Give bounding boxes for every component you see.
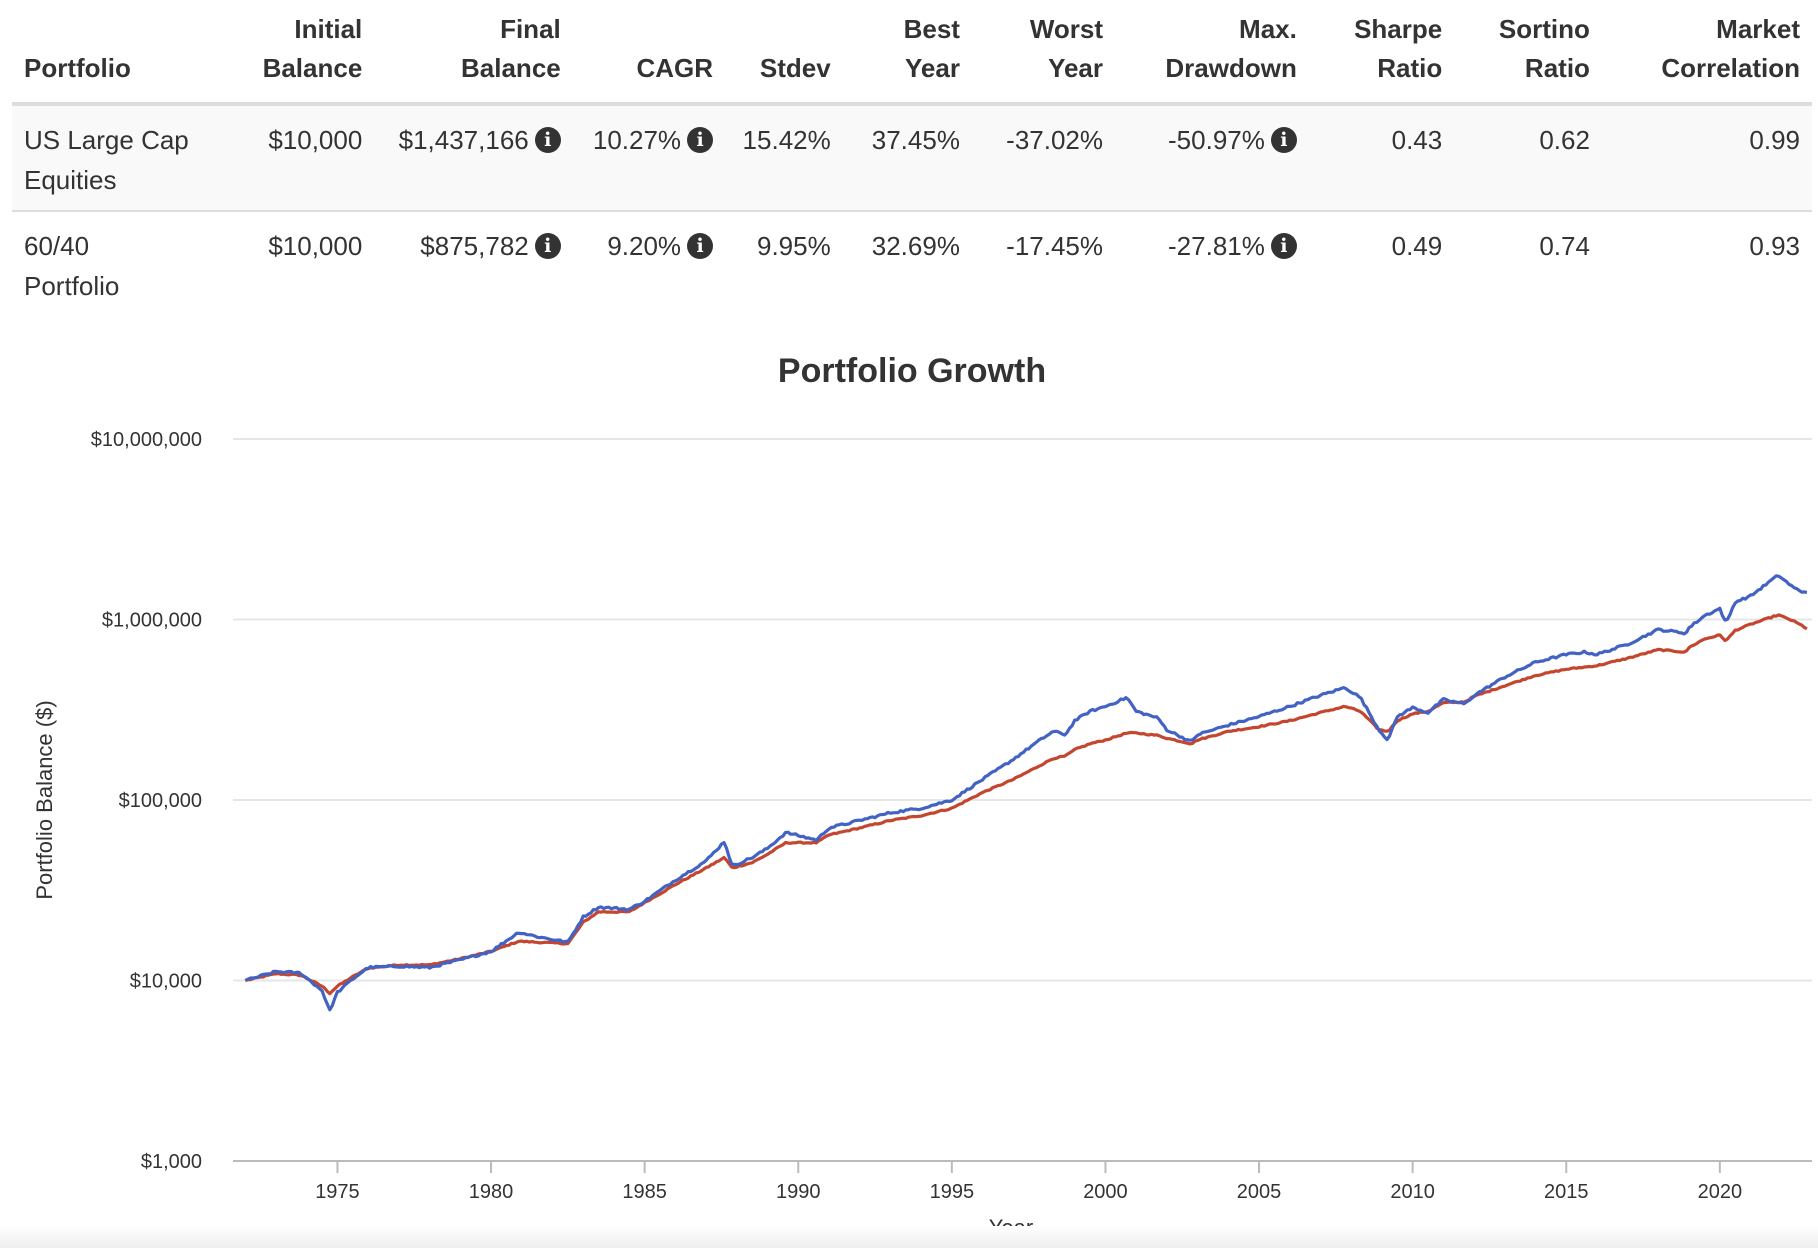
cell-initial-balance: $10,000 xyxy=(217,104,375,212)
info-icon[interactable]: i xyxy=(1270,233,1297,259)
cell-best-year: 37.45% xyxy=(842,104,972,212)
header-cagr: CAGR xyxy=(572,0,726,106)
table-row: US Large Cap Equities $10,000 $1,437,166 i… xyxy=(12,104,1812,212)
x-axis-ticks: 1975 1980 1985 1990 1995 2000 2005 2010 2015 2020 xyxy=(315,1161,1742,1203)
y-tick-label: $10,000 xyxy=(130,971,202,993)
cell-portfolio-name: 60/40 Portfolio xyxy=(24,231,120,301)
y-tick-label: $100,000 xyxy=(119,790,202,812)
grid-lines xyxy=(233,438,1812,1162)
y-tick-label: $10,000,000 xyxy=(91,429,202,451)
table-row: 60/40 Portfolio $10,000 $875,782 i 9.20% i … xyxy=(12,211,1812,316)
chart-title: Portfolio Growth xyxy=(778,352,1046,390)
cell-worst-year: -17.45% xyxy=(1006,231,1104,261)
bottom-edge xyxy=(0,1226,1818,1248)
y-tick-label: $1,000,000 xyxy=(102,610,202,632)
cell-sharpe: 0.49 xyxy=(1391,231,1443,261)
x-tick-label: 2000 xyxy=(1083,1181,1128,1203)
x-tick-label: 2010 xyxy=(1390,1181,1435,1203)
cell-final-balance: $1,437,166 i xyxy=(374,104,573,212)
cell-final-balance: $875,782 i xyxy=(374,211,572,316)
series-line-60-40-portfolio xyxy=(244,613,1808,996)
cell-sortino: 0.62 xyxy=(1454,104,1602,212)
info-icon[interactable]: i xyxy=(1270,127,1297,153)
x-tick-label: 1975 xyxy=(315,1181,360,1203)
y-tick-label: $1,000 xyxy=(141,1151,202,1173)
info-icon[interactable]: i xyxy=(687,127,714,153)
info-icon[interactable]: i xyxy=(534,233,561,259)
table-header-row: Portfolio Initial Balance Final Balance CA… xyxy=(12,0,1812,106)
cell-initial-balance: $10,000 xyxy=(268,231,363,261)
x-tick-label: 1985 xyxy=(622,1181,667,1203)
x-tick-label: 1995 xyxy=(930,1181,975,1203)
header-max-drawdown: Max. Drawdown xyxy=(1115,0,1309,106)
cell-market-correlation: 0.99 xyxy=(1601,104,1812,212)
cell-sortino: 0.74 xyxy=(1539,231,1590,261)
cell-cagr: 9.20% i xyxy=(573,211,725,316)
header-stdev: Stdev xyxy=(725,0,843,106)
x-tick-label: 1990 xyxy=(776,1181,821,1203)
cell-max-drawdown: -27.81% i xyxy=(1115,211,1309,316)
info-icon[interactable]: i xyxy=(534,127,561,153)
cell-stdev: 9.95% xyxy=(757,231,831,261)
cell-best-year: 32.69% xyxy=(871,231,960,261)
cell-worst-year: -37.02% xyxy=(971,104,1116,212)
cell-stdev: 15.42% xyxy=(725,104,843,212)
y-axis-label: Portfolio Balance ($) xyxy=(32,700,57,899)
series-lines xyxy=(244,574,1808,1012)
portfolio-statistics-table: Portfolio Initial Balance Final Balance CA… xyxy=(12,0,1812,316)
header-sharpe-ratio: Sharpe Ratio xyxy=(1308,0,1455,106)
info-icon[interactable]: i xyxy=(687,233,714,259)
x-tick-label: 1980 xyxy=(469,1181,514,1203)
y-axis-ticks: $1,000 $10,000 $100,000 $1,000,000 $10,000,0… xyxy=(91,429,202,1173)
header-sortino-ratio: Sortino Ratio xyxy=(1454,0,1602,106)
cell-max-drawdown: -50.97% i xyxy=(1115,104,1309,212)
header-best-year: Best Year xyxy=(842,0,972,106)
portfolio-growth-chart: Portfolio Growth $1,000$10,000$100,000$1… xyxy=(32,352,1812,1240)
header-market-correlation: Market Correlation xyxy=(1601,0,1812,106)
series-line-us-large-cap-equities xyxy=(244,574,1808,1012)
cell-sharpe: 0.43 xyxy=(1308,104,1455,212)
header-initial-balance: Initial Balance xyxy=(217,0,375,106)
header-final-balance: Final Balance xyxy=(374,0,573,106)
header-portfolio: Portfolio xyxy=(12,0,218,106)
x-tick-label: 2005 xyxy=(1237,1181,1282,1203)
x-tick-label: 2020 xyxy=(1698,1181,1743,1203)
cell-market-correlation: 0.93 xyxy=(1749,231,1800,261)
cell-cagr: 10.27% i xyxy=(572,104,726,212)
x-tick-label: 2015 xyxy=(1544,1181,1589,1203)
cell-portfolio-name: US Large Cap Equities xyxy=(12,104,218,212)
header-worst-year: Worst Year xyxy=(971,0,1116,106)
